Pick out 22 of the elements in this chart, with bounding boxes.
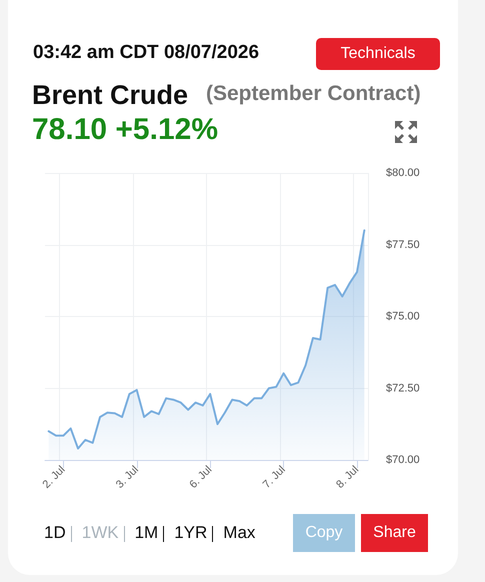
text: Copy xyxy=(293,514,355,552)
y-tick-label: $72.50 xyxy=(386,382,420,394)
x-tick-label: 3. Jul xyxy=(114,464,142,491)
text: 1YR xyxy=(174,523,208,543)
x-tick-label: 7. Jul xyxy=(260,464,288,491)
chart-subtitle: (September Contract) xyxy=(206,82,421,106)
text: 1WK xyxy=(82,523,119,543)
y-tick-label: $80.00 xyxy=(386,167,420,179)
text: Max xyxy=(223,523,256,543)
text: Technicals xyxy=(316,38,440,70)
y-tick-label: $70.00 xyxy=(386,454,420,466)
text: 1M xyxy=(134,523,158,543)
text: 78.10 +5.12% xyxy=(32,113,218,147)
text: 03:42 am CDT 08/07/2026 xyxy=(33,42,260,64)
text: Share xyxy=(361,514,428,552)
x-tick-label: 6. Jul xyxy=(187,464,214,491)
text: 1D xyxy=(44,523,66,543)
x-tick-label: 8. Jul xyxy=(334,464,362,491)
x-tick-label: 2. Jul xyxy=(40,464,68,491)
y-tick-label: $77.50 xyxy=(386,238,420,251)
chart-title: Brent Crude xyxy=(32,80,188,111)
y-tick-label: $75.00 xyxy=(386,310,420,322)
